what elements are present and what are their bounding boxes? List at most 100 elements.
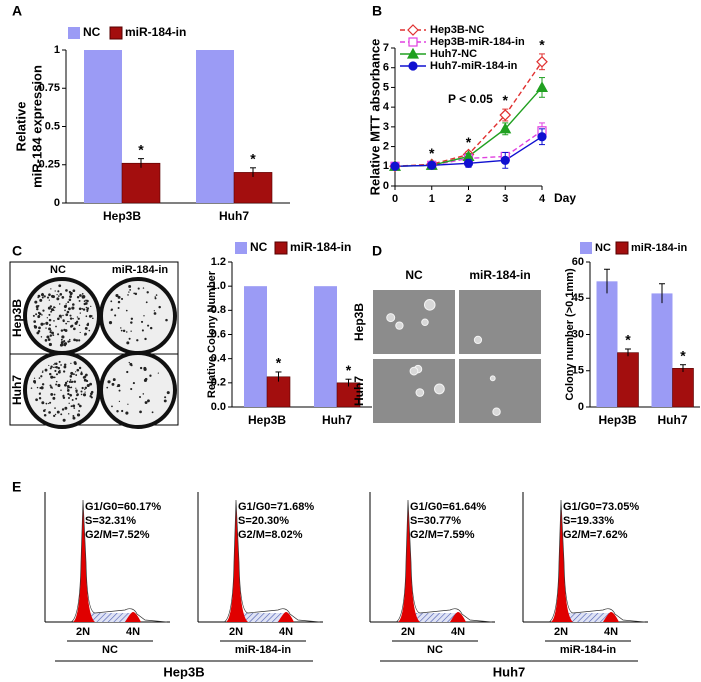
colony: [66, 310, 70, 314]
y-tick-label: 15: [572, 365, 584, 377]
colony: [144, 337, 147, 341]
colony: [53, 414, 56, 418]
colony: [48, 402, 50, 405]
significance-mark: *: [625, 332, 631, 348]
colony: [55, 383, 58, 386]
colony: [112, 378, 116, 382]
colony: [84, 386, 88, 390]
cycle-stat: G1/G0=60.17%: [85, 501, 161, 513]
colony: [58, 295, 60, 297]
colony: [70, 386, 73, 389]
colony: [140, 320, 144, 323]
colony: [133, 292, 136, 295]
colony: [49, 401, 52, 404]
colony: [38, 326, 41, 330]
colony: [130, 387, 133, 391]
colony: [79, 294, 82, 297]
colony: [54, 366, 56, 369]
colony: [59, 293, 63, 296]
colony: [72, 416, 76, 420]
colony: [63, 305, 67, 309]
colony: [125, 309, 128, 312]
colony: [73, 407, 76, 409]
colony: [45, 402, 48, 405]
colony: [126, 341, 130, 345]
colony: [55, 362, 58, 366]
x-tick-label: Hep3B: [248, 413, 286, 427]
colony: [72, 289, 76, 293]
colony: [41, 296, 44, 299]
s-phase: [89, 613, 135, 622]
x-tick-label: Huh7: [322, 413, 352, 427]
colony: [50, 310, 53, 313]
colony: [54, 306, 56, 309]
colony: [49, 367, 52, 370]
colony: [118, 389, 121, 392]
colony: [110, 300, 113, 303]
colony: [86, 310, 89, 313]
colony: [120, 327, 122, 329]
colony: [50, 308, 54, 312]
colony: [85, 373, 88, 377]
colony: [59, 369, 61, 372]
histogram-outline: [70, 499, 168, 623]
y-axis-label: miR-184 expression: [29, 65, 44, 188]
colony: [78, 366, 82, 370]
y-tick-label: 0: [54, 197, 60, 209]
colony: [48, 293, 51, 297]
colony: [55, 380, 58, 383]
colony: [69, 314, 72, 317]
colony: [78, 299, 81, 302]
marker: [408, 37, 418, 47]
colony: [37, 311, 41, 314]
colony: [69, 393, 72, 396]
cycle-stat: G2/M=7.62%: [563, 529, 628, 541]
colony: [84, 302, 88, 305]
annotation: P < 0.05: [448, 92, 493, 106]
colony: [60, 338, 63, 341]
colony: [126, 370, 129, 374]
colony: [55, 373, 59, 376]
bar: [121, 162, 161, 204]
colony: [60, 340, 64, 344]
x-tick-label: Hep3B: [598, 413, 636, 427]
colony: [48, 299, 50, 301]
s-phase: [242, 613, 288, 622]
colony: [73, 338, 76, 342]
colony: [57, 383, 61, 387]
colony: [50, 329, 52, 332]
colony: [147, 399, 150, 403]
colony: [128, 361, 130, 364]
y-tick-label: 0.5: [45, 120, 60, 132]
colony: [68, 386, 70, 389]
colony: [121, 409, 124, 413]
colony: [110, 309, 113, 311]
cycle-stat: G2/M=8.02%: [238, 529, 303, 541]
colony: [78, 404, 82, 408]
colony: [153, 312, 157, 315]
colony: [142, 393, 145, 395]
cycle-stat: G2/M=7.59%: [410, 529, 475, 541]
colony: [53, 320, 55, 322]
colony: [48, 342, 52, 347]
colony: [77, 317, 80, 320]
colony: [78, 307, 82, 311]
colony: [127, 294, 129, 296]
colony: [72, 303, 75, 306]
panel-label: E: [12, 479, 21, 495]
colony: [82, 393, 87, 397]
colony: [68, 321, 70, 323]
g1-peak: [398, 502, 420, 622]
colony: [111, 405, 113, 408]
colony: [48, 323, 51, 326]
x-tick-label: 1: [429, 193, 435, 205]
colony: [34, 300, 38, 304]
colony: [46, 317, 48, 319]
colony: [58, 284, 62, 288]
colony: [38, 377, 41, 379]
colony: [125, 411, 129, 415]
significance-mark: *: [503, 92, 509, 108]
colony: [33, 379, 37, 384]
colony: [45, 327, 47, 329]
colony: [54, 407, 56, 409]
